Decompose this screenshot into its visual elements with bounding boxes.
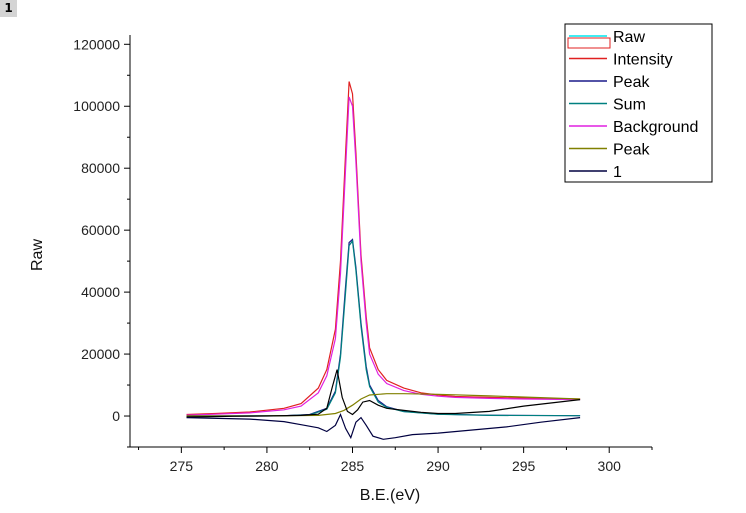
x-axis-title: B.E.(eV) bbox=[360, 487, 420, 504]
legend-label: Peak bbox=[613, 142, 650, 159]
x-tick-label: 280 bbox=[255, 458, 279, 474]
legend: Raw Intensity Peak Sum Background Peak 1 bbox=[564, 23, 713, 183]
series-line-4 bbox=[186, 239, 581, 417]
legend-label: Intensity bbox=[613, 52, 673, 69]
x-tick-label: 290 bbox=[426, 458, 450, 474]
y-tick-label: 0 bbox=[112, 408, 120, 424]
y-tick-label: 80000 bbox=[81, 160, 120, 176]
series-line-1 bbox=[186, 81, 581, 416]
page-number-badge: 1 bbox=[0, 0, 17, 17]
y-tick-label: 100000 bbox=[73, 98, 120, 114]
legend-swatch-box bbox=[567, 37, 611, 49]
plot-area bbox=[186, 81, 581, 440]
x-tick-label: 285 bbox=[341, 458, 365, 474]
x-tick-label: 295 bbox=[512, 458, 536, 474]
series-line-6 bbox=[186, 369, 581, 418]
x-tick-label: 275 bbox=[170, 458, 194, 474]
series-line-5 bbox=[186, 393, 581, 417]
series-line-3 bbox=[186, 238, 581, 417]
axes: 0 20000 40000 60000 80000 100000 120000 275 280 2… bbox=[73, 35, 653, 474]
legend-label: Peak bbox=[613, 74, 650, 91]
legend-label: Sum bbox=[613, 97, 646, 114]
y-tick-label: 40000 bbox=[81, 284, 120, 300]
y-axis-title: Raw bbox=[29, 239, 46, 271]
x-tick-label: 300 bbox=[598, 458, 622, 474]
legend-label: 1 bbox=[613, 164, 622, 181]
legend-label: Raw bbox=[613, 29, 645, 46]
y-tick-label: 120000 bbox=[73, 36, 120, 52]
legend-label: Background bbox=[613, 119, 698, 136]
y-tick-label: 20000 bbox=[81, 346, 120, 362]
y-tick-label: 60000 bbox=[81, 222, 120, 238]
series-line-7 bbox=[186, 412, 581, 440]
series-line-2 bbox=[186, 96, 581, 416]
